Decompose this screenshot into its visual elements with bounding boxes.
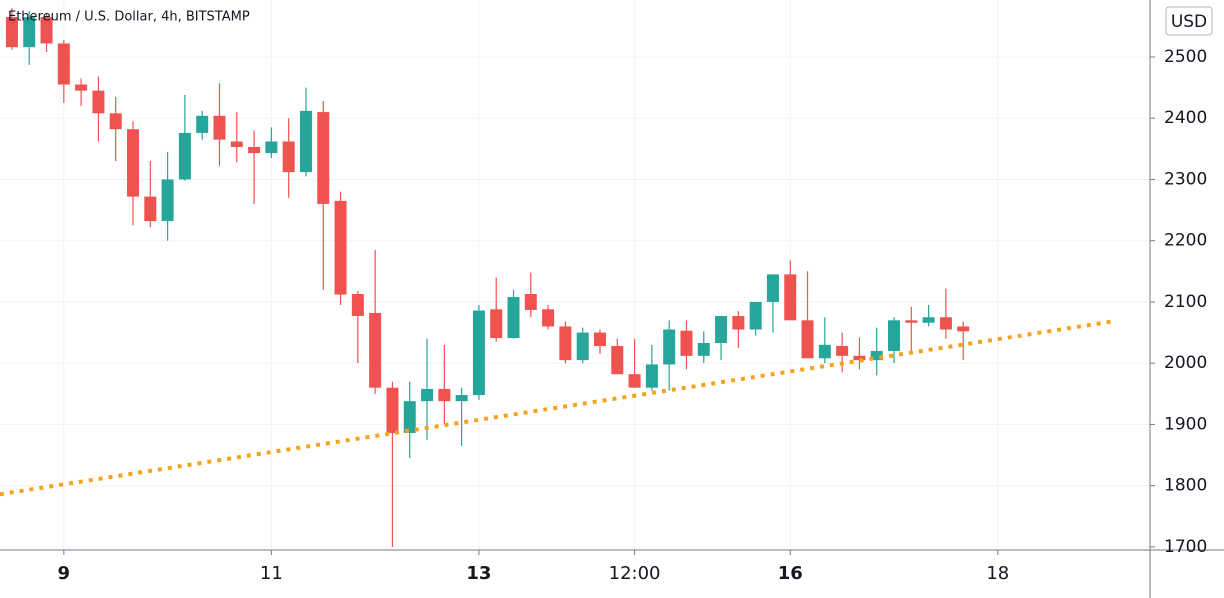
candle-body bbox=[697, 342, 710, 356]
candle-body bbox=[611, 346, 624, 375]
x-tick-label: 18 bbox=[986, 563, 1009, 584]
y-tick-label: 2300 bbox=[1164, 169, 1207, 189]
candle-body bbox=[870, 350, 883, 361]
candle-body bbox=[957, 326, 970, 332]
candle-body bbox=[836, 346, 849, 356]
candle-body bbox=[593, 332, 606, 347]
x-tick-label: 11 bbox=[260, 563, 283, 584]
candle-body bbox=[784, 274, 797, 321]
x-tick-label: 9 bbox=[58, 563, 71, 584]
candle-body bbox=[351, 293, 364, 317]
candle-body bbox=[369, 312, 382, 388]
candle-body bbox=[438, 388, 451, 402]
candle-body bbox=[161, 179, 174, 222]
candle-body bbox=[299, 110, 312, 173]
y-tick-label: 2500 bbox=[1164, 47, 1207, 67]
candle-body bbox=[749, 301, 762, 330]
x-tick-label: 16 bbox=[778, 563, 803, 584]
candle-body bbox=[92, 90, 105, 114]
candle-body bbox=[490, 309, 503, 339]
candle-body bbox=[213, 115, 226, 140]
candle-body bbox=[559, 326, 572, 361]
candle-body bbox=[5, 17, 18, 48]
candle-body bbox=[507, 297, 520, 339]
candle-body bbox=[109, 113, 122, 130]
candle-body bbox=[472, 310, 485, 396]
candle-body bbox=[403, 401, 416, 434]
y-tick-label: 1900 bbox=[1164, 414, 1207, 434]
y-tick-label: 2400 bbox=[1164, 108, 1207, 128]
candle-body bbox=[75, 84, 88, 91]
candle-body bbox=[230, 141, 243, 147]
candle-body bbox=[196, 115, 209, 133]
candle-body bbox=[732, 316, 745, 330]
candle-body bbox=[905, 320, 918, 323]
candle-body bbox=[542, 309, 555, 327]
candle-body bbox=[317, 112, 330, 204]
candle-body bbox=[386, 387, 399, 434]
candle-body bbox=[57, 43, 70, 85]
y-tick-label: 2200 bbox=[1164, 231, 1207, 251]
candle-body bbox=[801, 320, 814, 359]
candle-body bbox=[715, 316, 728, 343]
candle-body bbox=[576, 332, 589, 361]
candle-body bbox=[23, 17, 36, 48]
y-tick-label: 2000 bbox=[1164, 353, 1207, 373]
candle-body bbox=[421, 388, 434, 402]
candle-body bbox=[680, 330, 693, 356]
candle-body bbox=[178, 132, 191, 180]
y-tick-label: 2100 bbox=[1164, 292, 1207, 312]
candle-body bbox=[922, 317, 935, 323]
candle-body bbox=[939, 317, 952, 330]
candle-body bbox=[853, 355, 866, 361]
candle-body bbox=[144, 196, 157, 222]
candle-body bbox=[645, 364, 658, 388]
x-tick-label: 13 bbox=[466, 563, 491, 584]
currency-label[interactable]: USD bbox=[1171, 12, 1207, 32]
y-tick-label: 1800 bbox=[1164, 476, 1207, 496]
candle-body bbox=[265, 141, 278, 154]
candle-body bbox=[127, 129, 140, 197]
candle-body bbox=[628, 374, 641, 388]
x-tick-label: 12:00 bbox=[609, 563, 661, 584]
currency-box[interactable] bbox=[1165, 6, 1213, 36]
chart-title: Ethereum / U.S. Dollar, 4h, BITSTAMP bbox=[8, 10, 250, 25]
candle-body bbox=[282, 141, 295, 173]
candle-body bbox=[455, 395, 468, 402]
candle-body bbox=[818, 344, 831, 359]
candle-body bbox=[766, 274, 779, 302]
candle-body bbox=[334, 200, 347, 295]
candle-body bbox=[524, 293, 537, 310]
candle-body bbox=[248, 146, 261, 154]
y-tick-label: 1700 bbox=[1164, 537, 1207, 557]
candle-body bbox=[888, 320, 901, 351]
candle-body bbox=[40, 17, 53, 44]
candle-body bbox=[663, 329, 676, 365]
trend-line bbox=[0, 318, 1116, 497]
